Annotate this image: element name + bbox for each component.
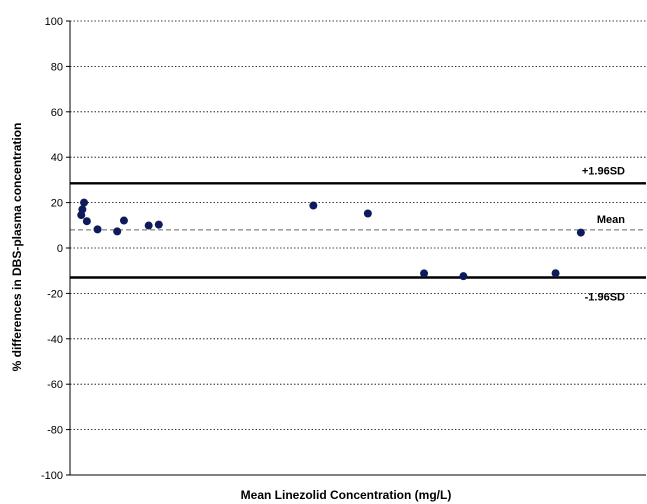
reference-line-label: -1.96SD	[585, 292, 625, 304]
reference-line-label: Mean	[597, 214, 625, 226]
data-point	[420, 269, 429, 278]
data-point	[459, 272, 468, 281]
y-tick-label: 0	[57, 243, 63, 255]
x-axis-title: Mean Linezolid Concentration (mg/L)	[241, 488, 452, 502]
y-tick-label: 100	[45, 16, 63, 28]
y-axis-title: % differences in DBS-plasma concentratio…	[10, 123, 24, 372]
data-point	[113, 227, 122, 236]
y-tick-label: 80	[51, 61, 63, 73]
data-point	[119, 216, 128, 225]
data-point	[144, 221, 153, 230]
gridlines	[70, 20, 646, 431]
y-tick-label: -80	[47, 425, 63, 437]
y-tick-label: 60	[51, 107, 63, 119]
y-tick-label: 20	[51, 198, 63, 210]
data-point	[363, 209, 372, 218]
y-tick-label: -100	[41, 470, 63, 482]
data-point	[551, 269, 560, 278]
reference-line-label: +1.96SD	[582, 165, 625, 177]
y-tick-label: -60	[47, 379, 63, 391]
y-tick-labels: 100 80 60 40 20 0 -20 -40 -60 -80 -100	[41, 16, 63, 482]
y-tick-label: 40	[51, 152, 63, 164]
y-tick-label: -40	[47, 334, 63, 346]
data-point	[576, 228, 585, 237]
data-point	[309, 201, 318, 210]
data-points	[77, 198, 585, 281]
axes	[66, 20, 646, 476]
data-point	[154, 220, 163, 229]
data-point	[82, 217, 91, 226]
data-point	[78, 205, 87, 214]
data-point	[80, 198, 89, 207]
reference-lines: +1.96SD Mean -1.96SD	[70, 165, 646, 304]
data-point	[93, 225, 102, 234]
y-tick-label: -20	[47, 288, 63, 300]
